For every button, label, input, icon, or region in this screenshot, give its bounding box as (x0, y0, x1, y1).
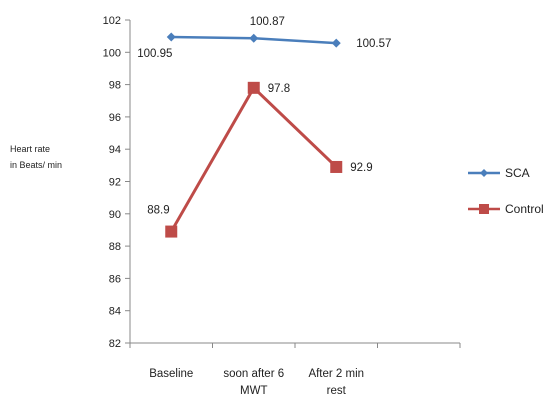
y-tick-label: 102 (103, 15, 121, 27)
data-label: 100.57 (356, 38, 391, 50)
x-tick-label: After 2 min rest (308, 368, 364, 397)
data-point (166, 32, 176, 42)
data-point (247, 81, 260, 94)
legend-label: SCA (505, 166, 530, 180)
y-tick-label: 84 (109, 306, 121, 318)
y-axis-title: Heart rate in Beats/ min (10, 144, 62, 170)
legend-marker (480, 169, 488, 177)
x-tick-label: Baseline (149, 368, 193, 380)
series-sca: 100.95 100.87 100.57 (137, 16, 391, 60)
data-point (165, 225, 178, 238)
y-tick-label: 96 (109, 112, 121, 124)
data-label: 100.87 (250, 16, 285, 28)
y-tick-label: 100 (103, 47, 121, 59)
legend-marker (479, 204, 489, 214)
legend-item-sca: SCA (468, 166, 530, 180)
legend-label: Control (505, 202, 544, 216)
y-tick-label: 82 (109, 338, 121, 350)
data-label: 88.9 (147, 205, 169, 217)
y-tick-label: 92 (109, 177, 121, 189)
series-control: 88.9 97.8 92.9 (147, 81, 373, 238)
data-point (330, 160, 343, 173)
data-label: 92.9 (350, 162, 372, 174)
data-point (249, 33, 259, 43)
y-axis-label: Heart rate in Beats/ min (10, 144, 62, 170)
data-label: 97.8 (268, 83, 290, 95)
x-tick-label: soon after 6 MWT (223, 368, 284, 397)
legend-item-control: Control (468, 202, 544, 216)
y-tick-label: 86 (109, 273, 121, 285)
data-point (331, 38, 341, 48)
chart-axes: 82 84 86 88 90 92 94 96 98 100 102 Baseline soon aft… (103, 15, 461, 397)
y-tick-label: 88 (109, 241, 121, 253)
chart-series: 100.95 100.87 100.57 88.9 97.8 92.9 (137, 16, 391, 238)
chart-legend: SCA Control (468, 166, 544, 216)
y-tick-label: 94 (109, 144, 121, 156)
y-tick-label: 90 (109, 209, 121, 221)
y-tick-label: 98 (109, 80, 121, 92)
series-line (169, 85, 338, 233)
data-label: 100.95 (137, 48, 172, 60)
